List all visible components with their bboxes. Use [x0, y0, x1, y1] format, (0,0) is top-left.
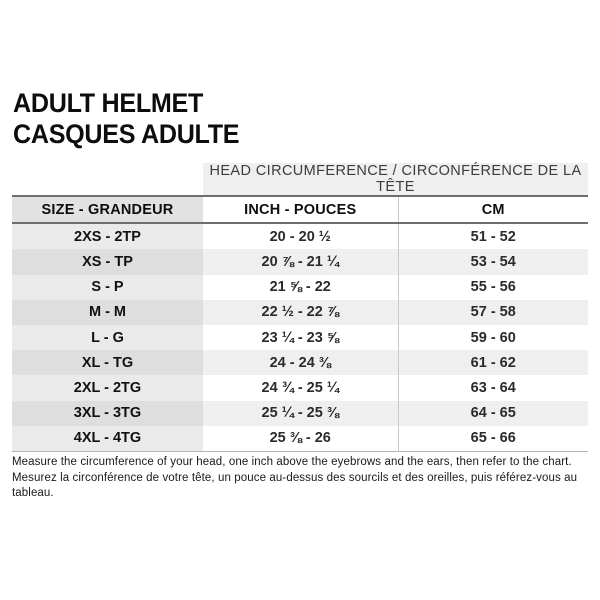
- inch-cell: 20 - 20 ½: [203, 223, 398, 250]
- size-cell: 4XL - 4TG: [12, 425, 203, 452]
- table-row: XS - TP 20 ⅞ - 21 ¼ 53 - 54: [12, 249, 588, 275]
- inch-cell: 24 - 24 ⅜: [203, 350, 398, 376]
- cm-cell: 57 - 58: [397, 299, 588, 325]
- inch-cell: 25 ¼ - 25 ⅜: [203, 400, 398, 426]
- table-row: 4XL - 4TG 25 ⅜ - 26 65 - 66: [12, 425, 588, 452]
- helmet-size-table: HEAD CIRCUMFERENCE / CIRCONFÉRENCE DE LA…: [12, 163, 588, 452]
- page-title-en: ADULT HELMET: [13, 88, 204, 118]
- head-circumference-header-row: HEAD CIRCUMFERENCE / CIRCONFÉRENCE DE LA…: [12, 163, 588, 196]
- size-cell: 3XL - 3TG: [12, 400, 203, 426]
- page-title-fr: CASQUES ADULTE: [13, 119, 240, 150]
- inch-cell: 22 ½ - 22 ⅞: [203, 299, 398, 325]
- table-row: XL - TG 24 - 24 ⅜ 61 - 62: [12, 350, 588, 376]
- table-row: 2XS - 2TP 20 - 20 ½ 51 - 52: [12, 223, 588, 250]
- table-body: 2XS - 2TP 20 - 20 ½ 51 - 52 XS - TP 20 ⅞…: [12, 223, 588, 452]
- table-row: L - G 23 ¼ - 23 ⅝ 59 - 60: [12, 324, 588, 351]
- size-cell: S - P: [12, 274, 203, 300]
- size-cell: 2XL - 2TG: [12, 375, 203, 401]
- instructions-fr: Mesurez la circonférence de votre tête, …: [12, 471, 578, 500]
- cm-cell: 55 - 56: [397, 274, 588, 300]
- table-row: 3XL - 3TG 25 ¼ - 25 ⅜ 64 - 65: [12, 400, 588, 426]
- inch-cell: 24 ¾ - 25 ¼: [203, 375, 398, 401]
- measurement-instructions: Measure the circumference of your head, …: [12, 455, 590, 502]
- cm-cell: 61 - 62: [397, 350, 588, 376]
- table-row: M - M 22 ½ - 22 ⅞ 57 - 58: [12, 299, 588, 325]
- column-header-cm: CM: [397, 196, 588, 224]
- size-cell: 2XS - 2TP: [12, 223, 203, 250]
- table-row: 2XL - 2TG 24 ¾ - 25 ¼ 63 - 64: [12, 375, 588, 401]
- cm-cell: 59 - 60: [397, 324, 588, 351]
- table-row: S - P 21 ⅝ - 22 55 - 56: [12, 274, 588, 300]
- inch-cell: 23 ¼ - 23 ⅝: [203, 324, 398, 351]
- head-circumference-header: HEAD CIRCUMFERENCE / CIRCONFÉRENCE DE LA…: [203, 163, 588, 196]
- page-title: ADULT HELMET CASQUES ADULTE: [13, 88, 240, 151]
- cm-cell: 63 - 64: [397, 375, 588, 401]
- inch-cell: 21 ⅝ - 22: [203, 274, 398, 300]
- size-cell: L - G: [12, 324, 203, 351]
- cm-cell: 53 - 54: [397, 249, 588, 275]
- cm-cell: 51 - 52: [397, 223, 588, 250]
- column-header-inch: INCH - POUCES: [203, 196, 398, 224]
- inch-cell: 25 ⅜ - 26: [203, 425, 398, 452]
- column-header-size: SIZE - GRANDEUR: [12, 196, 203, 224]
- size-cell: XS - TP: [12, 249, 203, 275]
- size-cell: M - M: [12, 299, 203, 325]
- empty-corner-cell: [12, 163, 203, 196]
- column-header-row: SIZE - GRANDEUR INCH - POUCES CM: [12, 196, 588, 224]
- inch-cell: 20 ⅞ - 21 ¼: [203, 249, 398, 275]
- size-cell: XL - TG: [12, 350, 203, 376]
- cm-cell: 65 - 66: [397, 425, 588, 452]
- instructions-en: Measure the circumference of your head, …: [12, 456, 572, 468]
- cm-cell: 64 - 65: [397, 400, 588, 426]
